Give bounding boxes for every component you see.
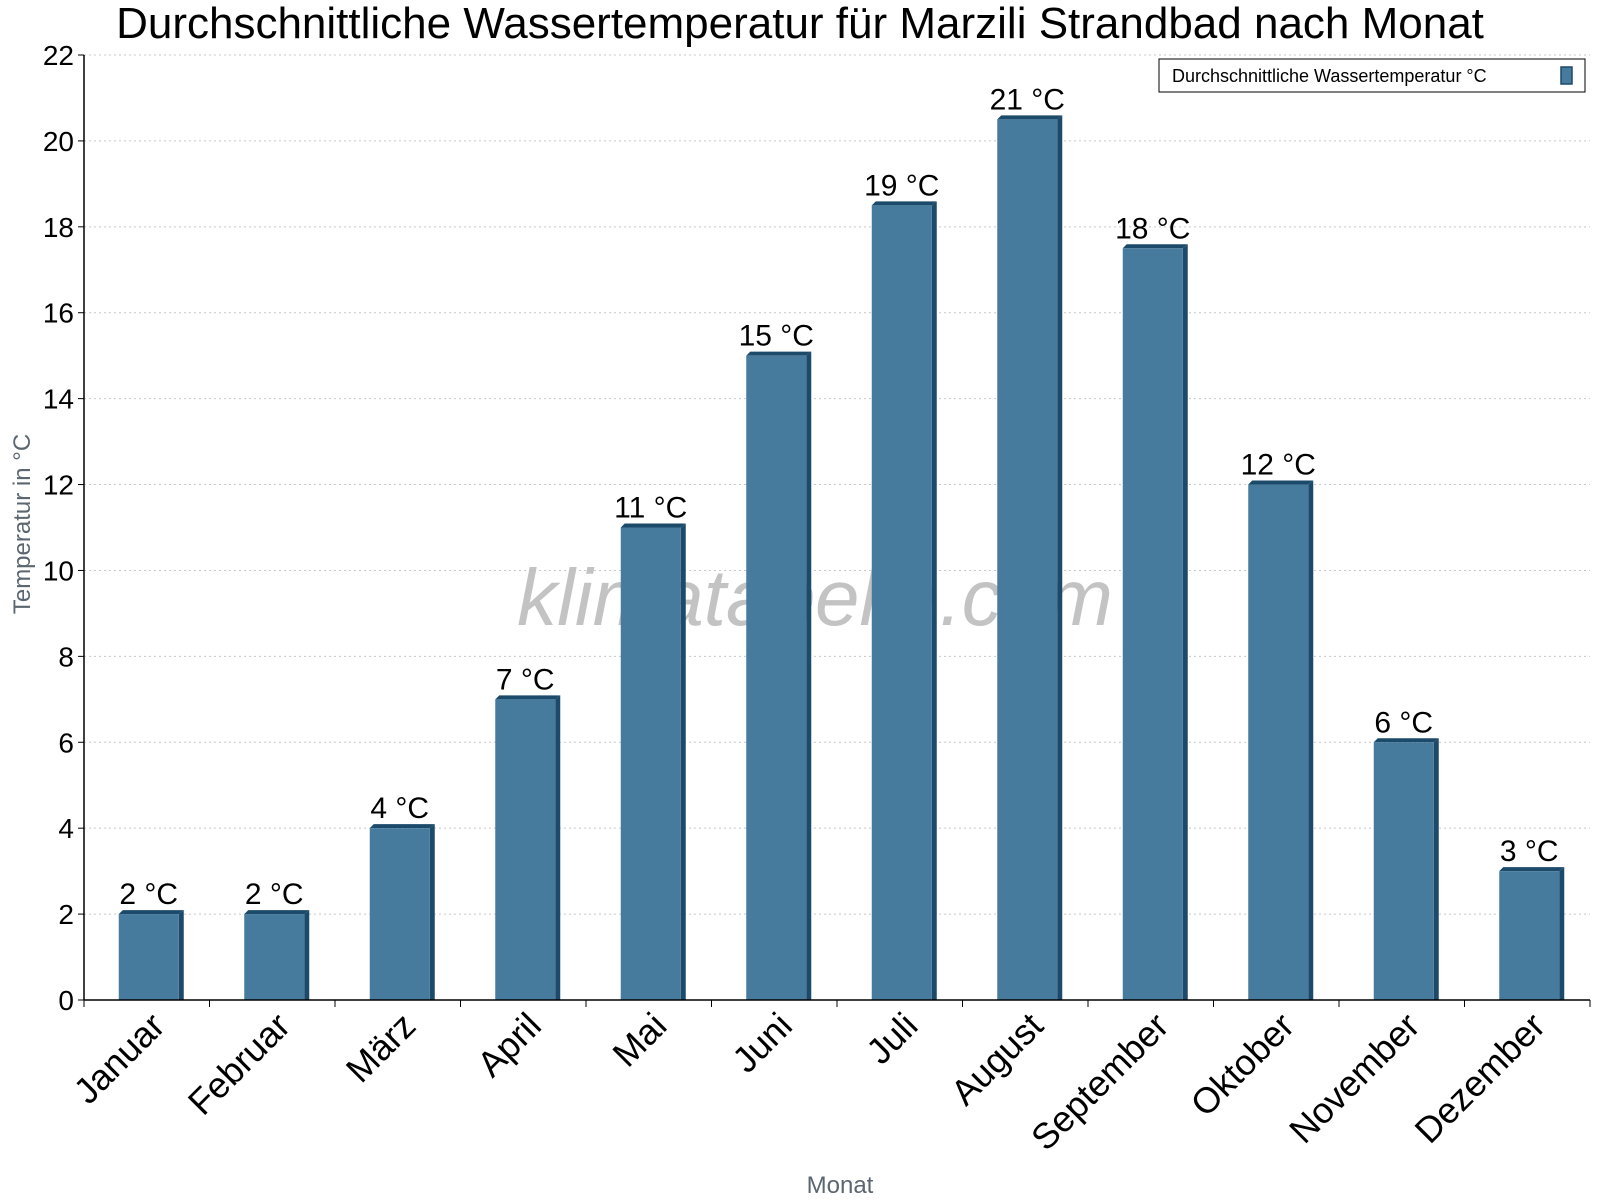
x-tick-label: März	[338, 1005, 424, 1091]
bar	[118, 914, 179, 1000]
data-label: 6 °C	[1374, 706, 1433, 739]
bar-side	[555, 695, 561, 1000]
y-axis-label: Temperatur in °C	[9, 434, 36, 614]
y-tick-label: 10	[43, 555, 74, 586]
bar-side	[1182, 244, 1188, 1000]
legend: Durchschnittliche Wassertemperatur °C	[1158, 58, 1586, 93]
data-label: 3 °C	[1500, 835, 1559, 868]
bar-top	[997, 115, 1063, 120]
y-tick-label: 6	[58, 727, 74, 758]
bar-side	[1308, 480, 1314, 1001]
data-label: 11 °C	[614, 492, 687, 525]
bar-side	[429, 824, 435, 1000]
bar-side	[1057, 115, 1063, 1000]
y-tick-label: 8	[58, 641, 74, 672]
bar-top	[495, 695, 561, 700]
bar-top	[1248, 480, 1314, 485]
legend-label: Durchschnittliche Wassertemperatur °C	[1172, 66, 1487, 86]
y-tick-label: 4	[58, 813, 74, 844]
axes	[83, 55, 1590, 1001]
data-label: 7 °C	[496, 663, 555, 696]
y-tick-label: 22	[43, 40, 74, 71]
y-tick-label: 18	[43, 212, 74, 243]
x-tick-label: Juli	[858, 1005, 925, 1072]
y-tick-label: 2	[58, 899, 74, 930]
bar	[746, 355, 807, 1000]
data-label: 19 °C	[864, 169, 939, 202]
data-label: 12 °C	[1241, 449, 1316, 482]
bar	[244, 914, 305, 1000]
data-label: 15 °C	[739, 320, 814, 353]
y-tick-label: 16	[43, 298, 74, 329]
bar-top	[871, 201, 937, 206]
bar	[1499, 871, 1560, 1000]
data-label: 18 °C	[1115, 212, 1190, 245]
bar	[495, 699, 556, 1000]
y-tick-label: 12	[43, 470, 74, 501]
y-tick-label: 20	[43, 126, 74, 157]
bar-top	[620, 523, 686, 528]
chart-title: Durchschnittliche Wassertemperatur für M…	[116, 0, 1484, 48]
x-tick-label: Oktober	[1182, 1005, 1302, 1125]
x-tick-label: Dezember	[1406, 1005, 1552, 1151]
data-label: 4 °C	[370, 792, 429, 825]
bar-top	[1373, 738, 1439, 743]
bar	[1248, 484, 1309, 1001]
x-tick-label: Januar	[66, 1005, 173, 1112]
x-tick-label: September	[1023, 1005, 1177, 1159]
x-axis-label: Monat	[807, 1172, 874, 1199]
x-tick-label: April	[469, 1005, 549, 1085]
bar-top	[118, 910, 184, 915]
y-tick-label: 0	[58, 985, 74, 1016]
data-label: 2 °C	[119, 878, 178, 911]
bar-series: 2 °C 2 °C 4 °C 7 °C 11 °C 15 °C 19 °C 21 °C 18 °…	[118, 83, 1565, 1001]
bar-side	[931, 201, 937, 1000]
y-axis-ticks: 0 2 4 6 8 10 12 14 16 18 20 22	[43, 40, 84, 1016]
x-tick-label: Mai	[604, 1005, 674, 1075]
data-label: 2 °C	[245, 878, 304, 911]
bar-top	[1499, 867, 1565, 872]
x-tick-label: Juni	[724, 1005, 800, 1081]
x-tick-label: November	[1281, 1005, 1427, 1151]
bar-top	[369, 824, 435, 829]
x-tick-label: August	[943, 1005, 1051, 1113]
legend-box	[1158, 58, 1586, 93]
bar-side	[1433, 738, 1439, 1000]
bar-top	[746, 351, 812, 356]
grid-lines	[84, 54, 1590, 915]
legend-swatch	[1560, 66, 1573, 85]
bar	[369, 828, 430, 1000]
bar-side	[806, 351, 812, 1000]
x-axis-ticks: Januar Februar März April Mai Juni Juli AugustS…	[66, 1000, 1591, 1159]
bar-top	[1122, 244, 1188, 249]
y-tick-label: 14	[43, 384, 74, 415]
bar	[620, 527, 681, 1000]
bar-side	[680, 523, 686, 1000]
bar-side	[178, 910, 184, 1000]
data-label: 21 °C	[990, 83, 1065, 116]
bar	[1373, 742, 1434, 1000]
bar	[871, 205, 932, 1000]
x-tick-label: Februar	[180, 1005, 298, 1123]
bar-side	[304, 910, 310, 1000]
bar-side	[1559, 867, 1565, 1000]
bar	[1122, 248, 1183, 1000]
bar	[997, 119, 1058, 1000]
bar-top	[244, 910, 310, 915]
